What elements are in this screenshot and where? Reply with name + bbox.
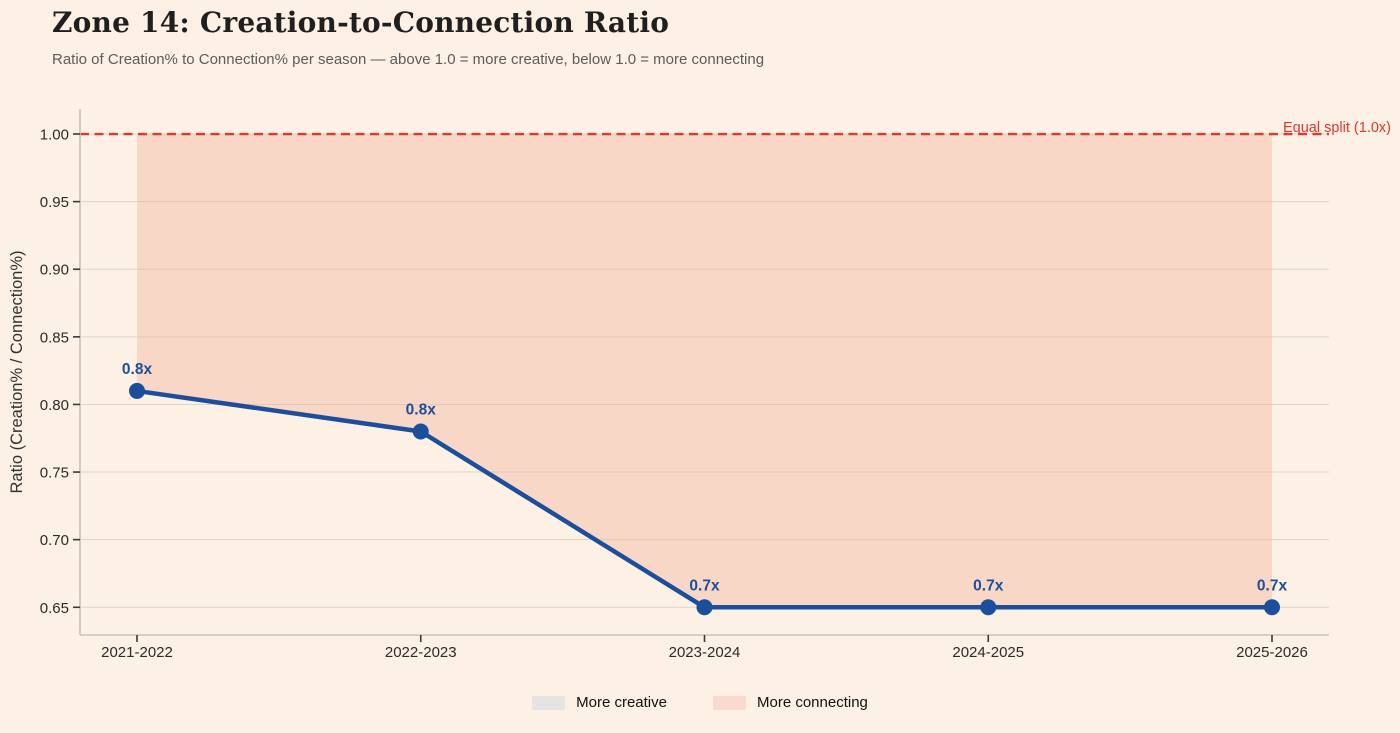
more-creative-swatch xyxy=(532,695,566,710)
more-connecting-swatch xyxy=(712,695,746,710)
y-tick-label: 0.95 xyxy=(40,194,69,211)
page-title: Zone 14: Creation-to-Connection Ratio xyxy=(52,6,670,39)
y-tick-label: 1.00 xyxy=(40,127,69,144)
chart-subtitle: Ratio of Creation% to Connection% per se… xyxy=(52,51,765,68)
more-connecting-region xyxy=(137,134,1272,608)
data-point-marker xyxy=(1264,599,1280,616)
equal-split-annotation: Equal split (1.0x) xyxy=(1283,120,1391,136)
legend-item-more-creative: More creative xyxy=(532,694,667,711)
y-tick-label: 0.75 xyxy=(40,465,69,482)
x-tick-label: 2024-2025 xyxy=(952,644,1024,661)
y-tick-label: 0.80 xyxy=(40,397,69,414)
x-tick-label: 2023-2024 xyxy=(669,644,741,661)
x-tick-label: 2025-2026 xyxy=(1236,644,1308,661)
data-point-label: 0.7x xyxy=(973,577,1004,594)
data-point-marker xyxy=(696,599,713,616)
legend-label: More connecting xyxy=(756,694,868,711)
data-point-marker xyxy=(980,599,997,616)
y-tick-label: 0.65 xyxy=(40,600,69,617)
x-tick-label: 2021-2022 xyxy=(101,644,173,661)
y-tick-label: 0.70 xyxy=(40,532,69,549)
y-axis-label: Ratio (Creation% / Connection%) xyxy=(8,250,26,493)
data-point-label: 0.8x xyxy=(122,361,153,378)
y-tick-label: 0.90 xyxy=(40,262,69,279)
y-tick-label: 0.85 xyxy=(40,329,69,346)
data-point-marker xyxy=(129,382,145,399)
data-point-marker xyxy=(412,423,429,440)
data-point-label: 0.7x xyxy=(689,577,720,594)
legend-item-more-connecting: More connecting xyxy=(712,694,868,711)
x-tick-label: 2022-2023 xyxy=(385,644,457,661)
legend-label: More creative xyxy=(576,694,667,711)
legend: More creative More connecting xyxy=(0,694,1400,711)
data-point-label: 0.7x xyxy=(1257,577,1288,594)
data-point-label: 0.8x xyxy=(406,401,437,418)
